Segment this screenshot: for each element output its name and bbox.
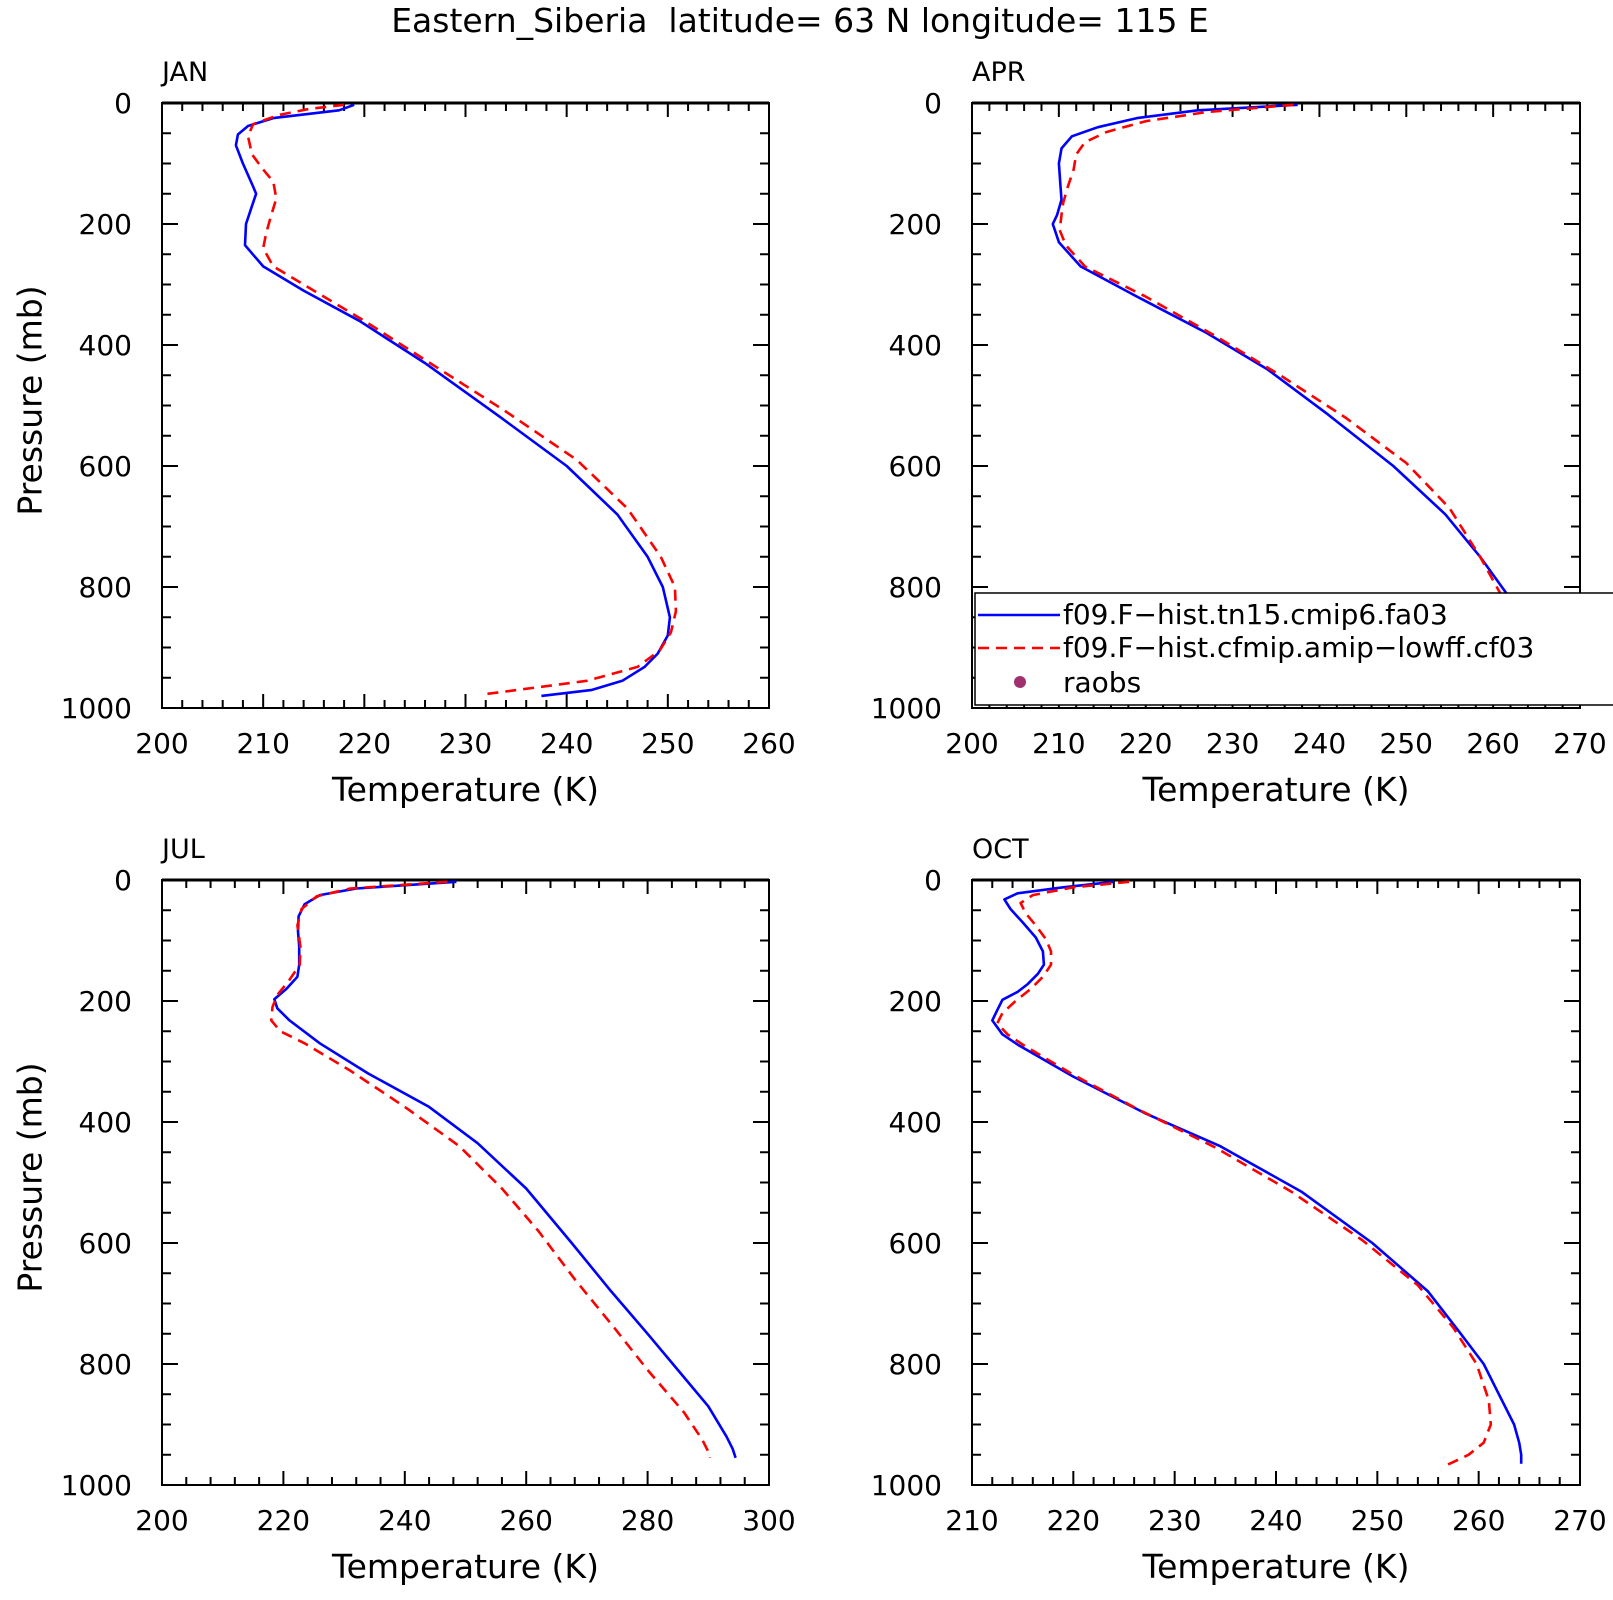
series-line-fa03-jan xyxy=(234,103,672,698)
x-axis-title: Temperature (K) xyxy=(1142,1547,1410,1586)
series-line-fa03-oct xyxy=(990,880,1523,1464)
y-tick-label: 0 xyxy=(924,864,942,897)
legend-box xyxy=(974,592,1613,706)
y-tick-label: 600 xyxy=(889,1227,942,1260)
y-axis-title: Pressure (mb) xyxy=(11,1062,50,1292)
series-line-fa03-jul xyxy=(272,880,737,1459)
y-tick-label: 800 xyxy=(79,1348,132,1381)
y-tick-label: 800 xyxy=(889,571,942,604)
x-tick-label: 200 xyxy=(135,1504,188,1537)
y-tick-label: 600 xyxy=(889,450,942,483)
x-tick-label: 200 xyxy=(135,727,188,760)
series-line-cf03-oct xyxy=(995,880,1493,1468)
y-tick-label: 200 xyxy=(79,985,132,1018)
y-tick-label: 400 xyxy=(889,329,942,362)
panel-label-jul: JUL xyxy=(160,834,205,865)
y-tick-label: 800 xyxy=(889,1348,942,1381)
x-axis-title: Temperature (K) xyxy=(331,770,599,809)
x-tick-label: 260 xyxy=(1466,727,1519,760)
y-tick-label: 1000 xyxy=(871,1469,942,1502)
x-tick-label: 200 xyxy=(945,727,998,760)
x-tick-label: 250 xyxy=(1351,1504,1404,1537)
legend-label-fa03: f09.F−hist.tn15.cmip6.fa03 xyxy=(1063,598,1448,631)
y-tick-label: 0 xyxy=(114,87,132,120)
x-tick-label: 250 xyxy=(641,727,694,760)
x-tick-label: 230 xyxy=(1148,1504,1201,1537)
y-tick-label: 400 xyxy=(889,1106,942,1139)
legend: f09.F−hist.tn15.cmip6.fa03 f09.F−hist.cf… xyxy=(974,592,1613,706)
x-tick-label: 220 xyxy=(257,1504,310,1537)
x-tick-label: 210 xyxy=(945,1504,998,1537)
panel-jan: 200 210 220 230 240 250 260 0 200 400 600 800 1000 JA… xyxy=(11,57,796,809)
x-tick-label: 240 xyxy=(1293,727,1346,760)
legend-label-cf03: f09.F−hist.cfmip.amip−lowff.cf03 xyxy=(1063,631,1534,664)
y-tick-label: 600 xyxy=(79,1227,132,1260)
legend-marker-raobs xyxy=(1014,676,1026,688)
x-tick-label: 260 xyxy=(1452,1504,1505,1537)
x-tick-label: 220 xyxy=(1047,1504,1100,1537)
plot-frame-jan xyxy=(161,102,770,709)
x-tick-label: 260 xyxy=(742,727,795,760)
y-tick-label: 400 xyxy=(79,1106,132,1139)
panel-label-oct: OCT xyxy=(972,834,1029,865)
figure-title: Eastern_Siberia latitude= 63 N longitude… xyxy=(391,1,1209,40)
x-tick-label: 250 xyxy=(1380,727,1433,760)
y-axis-title: Pressure (mb) xyxy=(11,285,50,515)
y-tick-label: 600 xyxy=(79,450,132,483)
legend-label-raobs: raobs xyxy=(1063,666,1141,699)
x-tick-label: 230 xyxy=(439,727,492,760)
x-tick-label: 260 xyxy=(499,1504,552,1537)
y-tick-label: 200 xyxy=(79,208,132,241)
y-tick-label: 200 xyxy=(889,985,942,1018)
y-tick-label: 1000 xyxy=(61,1469,132,1502)
panel-jul: 200 220 240 260 280 300 0 200 400 600 800 1000 JUL Te… xyxy=(11,834,796,1586)
x-axis-title: Temperature (K) xyxy=(331,1547,599,1586)
x-tick-label: 220 xyxy=(338,727,391,760)
y-tick-label: 400 xyxy=(79,329,132,362)
series-line-cf03-jan xyxy=(246,103,678,696)
y-tick-label: 0 xyxy=(924,87,942,120)
x-tick-label: 270 xyxy=(1553,1504,1606,1537)
y-tick-label: 0 xyxy=(114,864,132,897)
x-tick-label: 240 xyxy=(540,727,593,760)
panel-label-apr: APR xyxy=(972,57,1026,88)
x-tick-label: 240 xyxy=(1249,1504,1302,1537)
y-tick-label: 200 xyxy=(889,208,942,241)
x-tick-label: 230 xyxy=(1206,727,1259,760)
x-tick-label: 270 xyxy=(1553,727,1606,760)
y-tick-label: 800 xyxy=(79,571,132,604)
series-line-cf03-jul xyxy=(269,880,712,1459)
y-tick-label: 1000 xyxy=(61,692,132,725)
x-tick-label: 300 xyxy=(742,1504,795,1537)
x-tick-label: 210 xyxy=(1032,727,1085,760)
panel-oct: 210 220 230 240 250 260 270 0 200 400 600 800 1000 OC… xyxy=(871,834,1607,1586)
x-tick-label: 210 xyxy=(236,727,289,760)
x-tick-label: 240 xyxy=(378,1504,431,1537)
x-tick-label: 280 xyxy=(621,1504,674,1537)
panel-label-jan: JAN xyxy=(160,57,208,88)
plot-frame-jul xyxy=(161,879,770,1486)
x-tick-label: 220 xyxy=(1119,727,1172,760)
x-axis-title: Temperature (K) xyxy=(1142,770,1410,809)
y-tick-label: 1000 xyxy=(871,692,942,725)
